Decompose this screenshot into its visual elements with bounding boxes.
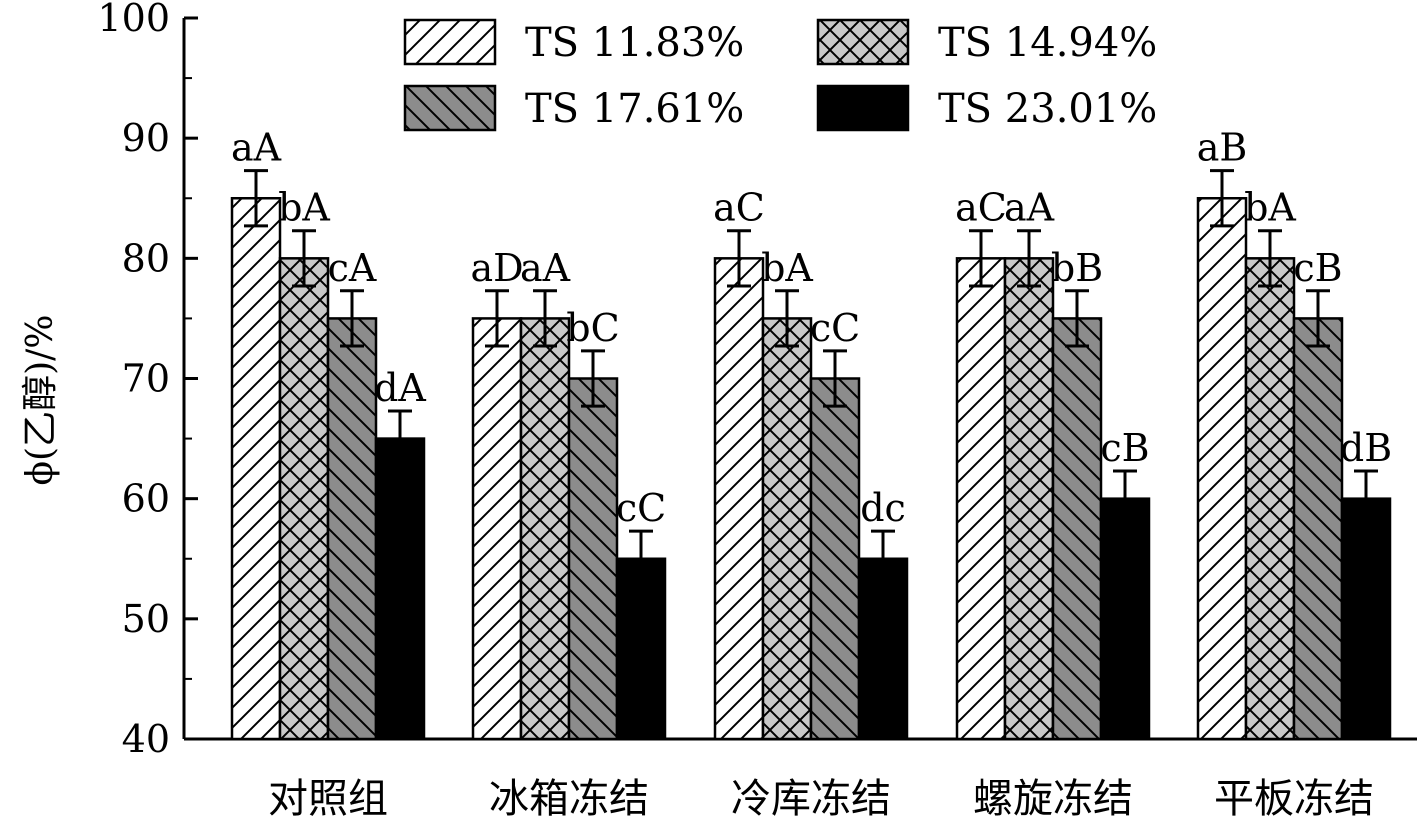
bar	[326, 317, 378, 741]
error-bar	[533, 289, 557, 348]
error-bar	[340, 289, 364, 348]
bar	[278, 257, 330, 741]
significance-label: cB	[1293, 246, 1342, 290]
error-bar	[1306, 289, 1330, 348]
error-bar	[969, 229, 993, 288]
x-tick-label: 冰箱冻结	[489, 776, 649, 822]
significance-label: aA	[231, 126, 282, 170]
y-tick-label: 70	[122, 357, 170, 401]
error-bar	[485, 289, 509, 348]
x-tick-label: 平板冻结	[1214, 776, 1374, 822]
y-tick-label: 60	[122, 477, 170, 521]
significance-label: aC	[955, 186, 1007, 230]
legend-label: TS 23.01%	[938, 86, 1157, 132]
legend-swatch	[403, 18, 497, 66]
bar	[1292, 317, 1344, 741]
bar	[1196, 197, 1248, 741]
bar	[230, 197, 282, 741]
significance-label: cC	[810, 306, 860, 350]
error-bar	[1258, 229, 1282, 288]
legend-label: TS 14.94%	[938, 20, 1157, 66]
error-bar	[1065, 289, 1089, 348]
y-tick-label: 100	[97, 0, 170, 40]
bar	[471, 317, 523, 741]
bar	[955, 257, 1007, 741]
legend-item: TS 23.01%	[816, 84, 1157, 132]
significance-label: aD	[470, 246, 523, 290]
significance-label: bC	[566, 306, 619, 350]
significance-label: cB	[1100, 426, 1149, 470]
bar	[1340, 497, 1392, 741]
significance-label: cA	[328, 246, 377, 290]
bar	[1099, 497, 1151, 741]
error-bar	[775, 289, 799, 348]
bar	[713, 257, 765, 741]
x-tick-label: 对照组	[268, 776, 388, 822]
significance-label: aC	[713, 186, 765, 230]
significance-label: aA	[1004, 186, 1055, 230]
x-tick-label: 冷库冻结	[731, 776, 891, 822]
legend-label: TS 17.61%	[525, 86, 744, 132]
legend-item: TS 11.83%	[403, 18, 744, 66]
significance-label: dA	[374, 366, 426, 410]
x-tick-label: 螺旋冻结	[973, 776, 1133, 822]
significance-label: aA	[520, 246, 571, 290]
legend-swatch	[816, 18, 910, 66]
y-tick-label: 50	[122, 597, 170, 641]
significance-label: dB	[1340, 426, 1392, 470]
significance-label: dc	[860, 486, 906, 530]
significance-label: aB	[1197, 126, 1248, 170]
significance-label: cC	[616, 486, 666, 530]
error-bar	[823, 349, 847, 408]
error-bar	[244, 169, 268, 228]
error-bar	[1354, 469, 1378, 528]
bar	[1051, 317, 1103, 741]
legend-swatch	[403, 84, 497, 132]
y-tick-label: 80	[122, 236, 170, 280]
error-bar	[727, 229, 751, 288]
error-bar	[388, 409, 412, 468]
error-bar	[1113, 469, 1137, 528]
error-bar	[581, 349, 605, 408]
bar	[374, 437, 426, 741]
y-axis-label: ϕ(乙醇)/%	[20, 315, 61, 486]
error-bar	[1017, 229, 1041, 288]
bar	[809, 377, 861, 741]
y-tick-label: 40	[122, 717, 170, 761]
legend-swatch	[816, 84, 910, 132]
significance-label: bB	[1051, 246, 1103, 290]
bar	[519, 317, 571, 741]
error-bar	[292, 229, 316, 288]
significance-label: bA	[1244, 186, 1296, 230]
legend: TS 11.83% TS 14.94% TS 17.61% TS 23.01%	[403, 18, 1157, 132]
significance-label: bA	[278, 186, 330, 230]
y-tick-label: 90	[122, 116, 170, 160]
legend-label: TS 11.83%	[525, 20, 744, 66]
error-bar	[871, 529, 895, 588]
bar	[615, 557, 667, 741]
legend-item: TS 14.94%	[816, 18, 1157, 66]
significance-label: bA	[761, 246, 813, 290]
error-bar	[1210, 169, 1234, 228]
bar	[1003, 257, 1055, 741]
bar	[761, 317, 813, 741]
error-bar	[629, 529, 653, 588]
legend-item: TS 17.61%	[403, 84, 744, 132]
bar	[1244, 257, 1296, 741]
bar	[567, 377, 619, 741]
